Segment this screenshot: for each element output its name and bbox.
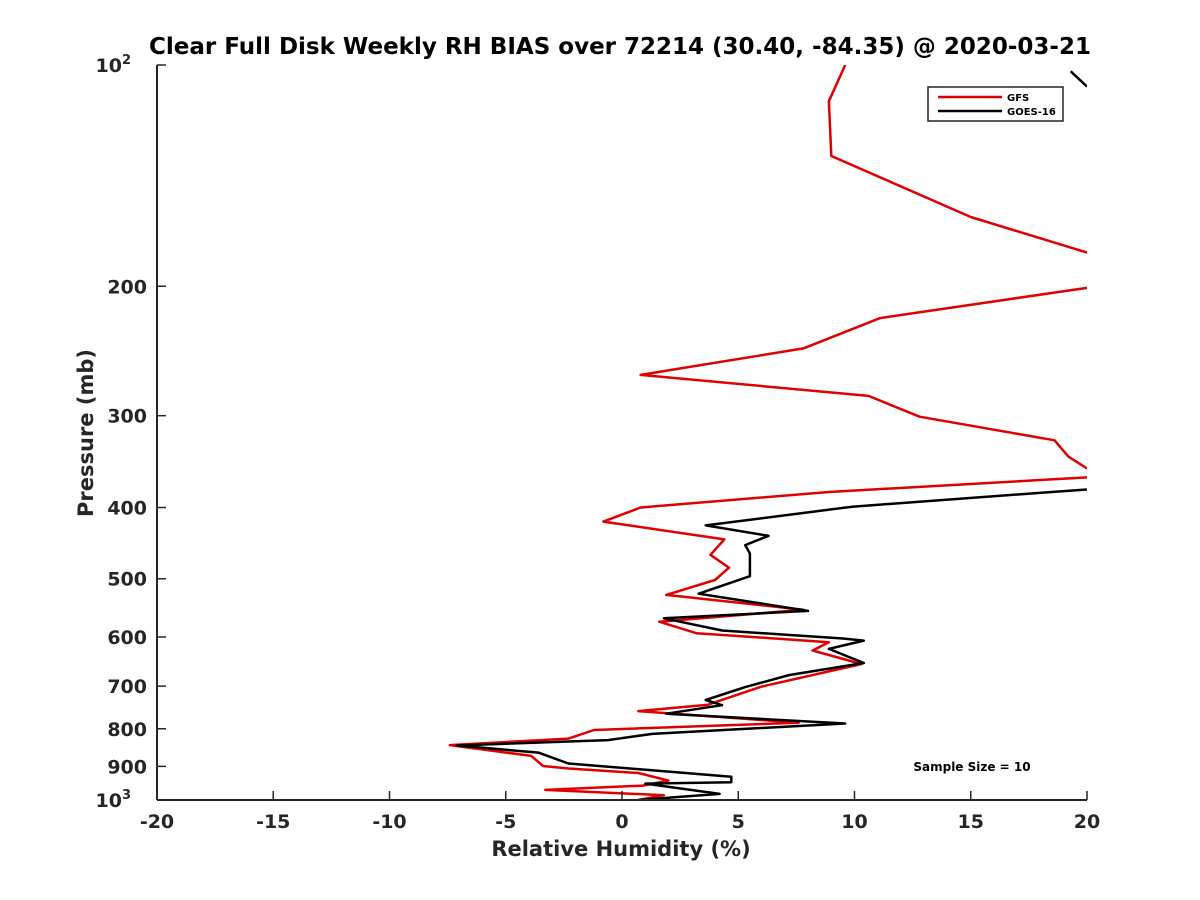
x-tick-label: 15	[958, 811, 984, 833]
y-tick-label: 300	[107, 406, 147, 428]
series-layer	[448, 65, 1087, 800]
x-tick-label: 0	[615, 811, 628, 833]
x-tick-label: -20	[140, 811, 174, 833]
series-line-goes-16-seg0	[1069, 70, 1087, 88]
y-tick-label: 102	[96, 53, 132, 77]
y-tick-label: 600	[107, 627, 147, 649]
legend: GFS GOES-16	[927, 86, 1064, 122]
chart-title: Clear Full Disk Weekly RH BIAS over 7221…	[149, 34, 1091, 60]
series-line-gfs-seg2	[448, 476, 1087, 800]
y-tick-label: 800	[107, 719, 147, 741]
x-tick-label: 5	[732, 811, 745, 833]
y-tick-label-exponent: 2	[122, 53, 131, 68]
y-tick-label: 900	[107, 756, 147, 778]
x-tick-label: -10	[372, 811, 406, 833]
x-tick-label: -5	[495, 811, 516, 833]
y-axis-label: Pressure (mb)	[74, 349, 98, 517]
sample-size-annotation: Sample Size = 10	[913, 760, 1030, 774]
x-tick-label: -15	[256, 811, 290, 833]
x-axis-label: Relative Humidity (%)	[491, 837, 750, 861]
y-tick-label: 400	[107, 498, 147, 520]
y-tick-label: 500	[107, 569, 147, 591]
legend-label-gfs: GFS	[1007, 93, 1029, 104]
axes-layer	[156, 65, 1087, 801]
y-tick-label: 700	[107, 676, 147, 698]
series-line-goes-16-seg1	[455, 488, 1087, 800]
series-line-gfs-seg0	[827, 65, 1087, 254]
x-tick-layer: -20 -15 -10 -5 0 5 10 15 20	[140, 791, 1100, 833]
y-tick-label-exponent: 3	[122, 788, 131, 803]
legend-label-goes16: GOES-16	[1007, 107, 1056, 118]
legend-box	[927, 86, 1064, 122]
series-line-gfs-seg1	[639, 286, 1087, 470]
y-tick-label: 200	[107, 276, 147, 298]
y-tick-label-base: 10	[96, 55, 122, 77]
y-tick-label-base: 10	[96, 790, 122, 812]
x-tick-label: 20	[1074, 811, 1100, 833]
x-tick-label: 10	[841, 811, 867, 833]
y-tick-label: 103	[96, 788, 132, 812]
